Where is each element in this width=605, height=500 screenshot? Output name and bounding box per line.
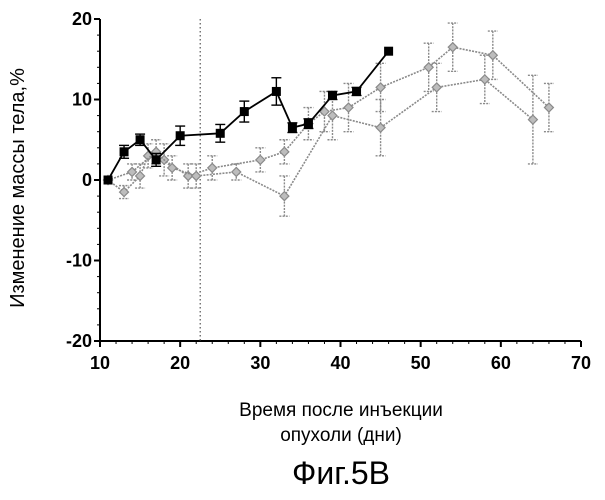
x-tick-label: 10 (90, 353, 110, 373)
data-point-diamond (118, 186, 130, 198)
data-point-square (103, 175, 113, 185)
data-point-square (119, 147, 129, 157)
series-2 (102, 54, 539, 217)
data-point-diamond (543, 102, 555, 113)
data-point-square (215, 128, 225, 138)
data-point-square (239, 107, 249, 117)
data-point-diamond (190, 170, 202, 182)
data-point-square (327, 90, 337, 100)
data-point-diamond (134, 170, 146, 182)
y-tick-label: 0 (82, 170, 92, 190)
data-point-diamond (327, 110, 338, 121)
x-tick-label: 50 (411, 353, 431, 373)
data-point-square (175, 131, 185, 141)
data-point-diamond (254, 154, 266, 166)
y-tick-label: -10 (66, 251, 92, 271)
data-point-diamond (279, 190, 290, 202)
data-point-diamond (423, 61, 435, 73)
chart-svg: -20 -10 0 10 20 10 20 30 40 50 60 70 (66, 9, 591, 373)
data-point-diamond (479, 74, 491, 85)
data-point-diamond (527, 114, 539, 125)
data-point-diamond (230, 166, 242, 178)
data-point-diamond (375, 82, 386, 93)
x-axis-label-line-1: Время после инъекции (239, 400, 443, 421)
data-point-square (384, 46, 394, 56)
x-tick-label: 30 (250, 353, 270, 373)
x-axis-label-line-2: опухоли (дни) (280, 425, 402, 446)
data-point-square (287, 123, 297, 133)
data-point-diamond (126, 166, 138, 178)
data-point-diamond (279, 146, 290, 158)
data-point-square (352, 86, 362, 96)
x-tick-label: 70 (571, 353, 591, 373)
data-point-diamond (343, 102, 354, 113)
y-tick-label: 20 (72, 9, 92, 29)
data-point-square (151, 155, 161, 165)
x-tick-label: 40 (330, 353, 350, 373)
data-point-square (135, 135, 145, 145)
series-0 (103, 46, 394, 185)
figure-caption: Фиг.5В (292, 455, 390, 491)
y-tick-label: 10 (72, 90, 92, 110)
data-point-diamond (206, 162, 218, 174)
y-tick-label: -20 (66, 331, 92, 351)
data-point-square (303, 119, 313, 129)
data-point-diamond (431, 82, 443, 93)
data-point-diamond (487, 49, 499, 61)
data-point-diamond (166, 162, 178, 174)
y-axis-label: Изменение массы тела,% (7, 68, 29, 308)
data-point-diamond (319, 106, 330, 117)
data-point-diamond (447, 41, 459, 53)
data-point-square (271, 86, 281, 96)
data-point-diamond (375, 122, 386, 134)
x-tick-label: 20 (170, 353, 190, 373)
x-tick-label: 60 (491, 353, 511, 373)
